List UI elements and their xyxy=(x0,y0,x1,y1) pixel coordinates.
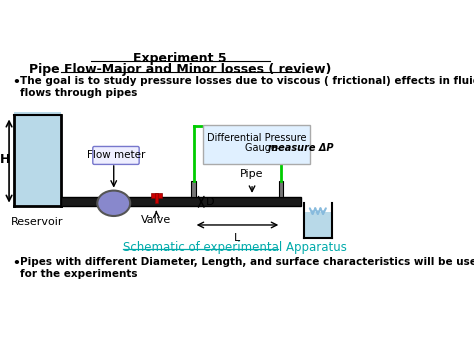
Bar xyxy=(304,212,332,238)
Text: Pipes with different Diameter, Length, and surface characteristics will be used
: Pipes with different Diameter, Length, a… xyxy=(19,257,474,279)
Text: Pipe: Pipe xyxy=(240,169,264,179)
Text: Flow meter: Flow meter xyxy=(87,151,145,160)
Text: Gauge-: Gauge- xyxy=(245,143,283,153)
Bar xyxy=(279,181,283,197)
Text: Schematic of experimental Apparatus: Schematic of experimental Apparatus xyxy=(123,241,346,254)
Text: The goal is to study pressure losses due to viscous ( frictional) effects in flu: The goal is to study pressure losses due… xyxy=(19,76,474,98)
FancyBboxPatch shape xyxy=(93,147,139,164)
Bar xyxy=(191,181,196,197)
Text: •: • xyxy=(12,76,20,89)
Text: D: D xyxy=(206,197,214,207)
Bar xyxy=(155,193,158,203)
FancyBboxPatch shape xyxy=(203,125,310,164)
Text: Reservoir: Reservoir xyxy=(11,217,64,227)
Text: Valve: Valve xyxy=(141,215,172,225)
Text: Differential Pressure: Differential Pressure xyxy=(207,132,306,142)
Text: Pipe Flow-Major and Minor losses ( review): Pipe Flow-Major and Minor losses ( revie… xyxy=(29,63,331,76)
Ellipse shape xyxy=(97,191,130,216)
Bar xyxy=(14,112,62,206)
Text: •: • xyxy=(12,257,20,270)
Text: measure ΔP: measure ΔP xyxy=(268,143,334,153)
Text: L: L xyxy=(234,233,241,243)
Text: Experiment 5: Experiment 5 xyxy=(134,52,227,65)
Bar xyxy=(62,197,301,206)
Text: H: H xyxy=(0,153,10,166)
Bar xyxy=(151,193,162,198)
